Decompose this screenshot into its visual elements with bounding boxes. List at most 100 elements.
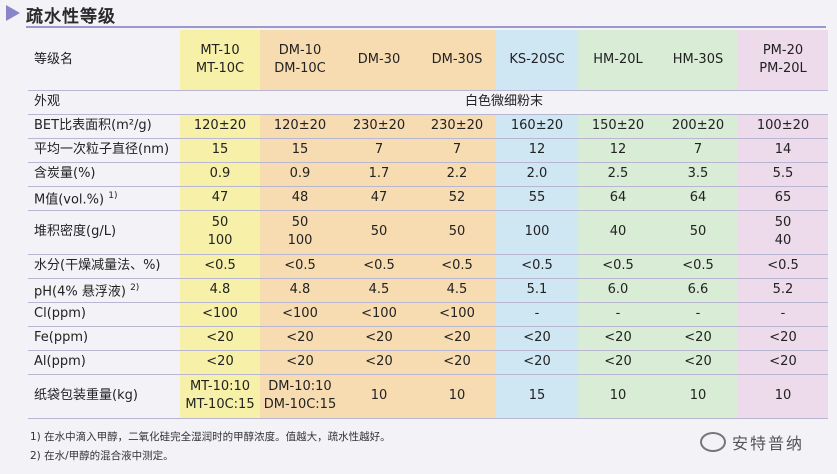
- grade-header: PM-20 PM-20L: [738, 30, 828, 91]
- table-cell: 100±20: [738, 114, 828, 139]
- table-cell: <100: [340, 302, 418, 327]
- wechat-icon: [700, 432, 726, 452]
- table-cell: <20: [496, 326, 578, 351]
- table-cell: 50 40: [738, 210, 828, 255]
- table-cell: <20: [496, 350, 578, 375]
- cell-line: 4.5: [446, 282, 468, 297]
- watermark: 安特普纳: [700, 430, 804, 454]
- table-cell: 4.5: [340, 278, 418, 303]
- row-label: Al(ppm): [28, 350, 180, 375]
- title-divider: [26, 26, 826, 28]
- table-row: 平均一次粒子直径(nm) 15 15 7 7 12 12 7 14: [28, 138, 828, 163]
- table-cell: 0.9: [260, 162, 340, 187]
- footnote-2: 2) 在水/甲醇的混合液中测定。: [30, 450, 174, 462]
- cell-line: <100: [361, 306, 397, 321]
- footnote-1: 1) 在水中滴入甲醇，二氧化硅完全湿润时的甲醇浓度。值越大，疏水性越好。: [30, 431, 391, 443]
- table-cell: 47: [180, 186, 260, 211]
- cell-line: 14: [774, 142, 792, 157]
- table-cell: <100: [418, 302, 496, 327]
- table-row: 水分(干燥减量法、%) <0.5 <0.5 <0.5 <0.5 <0.5 <0.5 <0.5 <…: [28, 254, 828, 279]
- cell-line: 12: [609, 142, 627, 157]
- cell-line: 50: [211, 215, 229, 230]
- table-cell: 64: [658, 186, 738, 211]
- table-cell: 5.1: [496, 278, 578, 303]
- cell-line: 65: [774, 190, 792, 205]
- cell-line: MT-10C:15: [185, 397, 255, 412]
- cell-line: 4.8: [289, 282, 311, 297]
- cell-line: 100: [287, 233, 313, 248]
- table-cell: 2.2: [418, 162, 496, 187]
- cell-line: MT-10:10: [189, 379, 251, 394]
- table-cell: <100: [260, 302, 340, 327]
- cell-line: 50: [448, 224, 466, 239]
- cell-line: <20: [523, 354, 551, 369]
- table-row: 堆积密度(g/L) 50 100 50 100 50 50 100 40 50 50 40: [28, 210, 828, 255]
- cell-line: <20: [286, 354, 314, 369]
- table-cell: <20: [418, 350, 496, 375]
- footnote-ref: 1): [108, 190, 118, 201]
- cell-line: 1.7: [368, 166, 390, 181]
- table-cell: 2.5: [578, 162, 658, 187]
- table-cell: 55: [496, 186, 578, 211]
- table-cell: 6.0: [578, 278, 658, 303]
- table-row: pH(4% 悬浮液) 2) 4.8 4.8 4.5 4.5 5.1 6.0 6.6 5.2: [28, 278, 828, 303]
- table-cell: 7: [340, 138, 418, 163]
- table-cell: 200±20: [658, 114, 738, 139]
- cell-line: 52: [448, 190, 466, 205]
- cell-line: 4.5: [368, 282, 390, 297]
- table-cell: 48: [260, 186, 340, 211]
- grade-header: HM-30S: [658, 30, 738, 91]
- grade-line-1: HM-20L: [593, 51, 643, 67]
- grade-header: DM-30S: [418, 30, 496, 91]
- cell-line: <20: [365, 330, 393, 345]
- table-cell: 3.5: [658, 162, 738, 187]
- cell-line: 47: [370, 190, 388, 205]
- table-row: Cl(ppm) <100 <100 <100 <100 - - - -: [28, 302, 828, 327]
- table-cell: DM-10:10 DM-10C:15: [260, 374, 340, 419]
- grade-line-1: HM-30S: [672, 51, 724, 67]
- cell-line: <20: [769, 330, 797, 345]
- table-cell: 120±20: [180, 114, 260, 139]
- table-cell: 10: [578, 374, 658, 419]
- table-row: M值(vol.%) 1) 47 48 47 52 55 64 64 65: [28, 186, 828, 211]
- cell-line: <20: [604, 330, 632, 345]
- table-cell: 65: [738, 186, 828, 211]
- table-cell: 230±20: [340, 114, 418, 139]
- cell-line: 48: [291, 190, 309, 205]
- cell-line: 50: [774, 215, 792, 230]
- table-cell: 7: [418, 138, 496, 163]
- cell-line: -: [615, 306, 621, 321]
- cell-line: <100: [282, 306, 318, 321]
- table-cell: <20: [418, 326, 496, 351]
- row-label: 纸袋包装重量(kg): [28, 374, 180, 419]
- page-title: 疏水性等级: [26, 7, 116, 27]
- grade-line-1: DM-10: [278, 42, 322, 58]
- cell-line: <20: [286, 330, 314, 345]
- cell-line: 6.6: [687, 282, 709, 297]
- cell-line: 100±20: [756, 118, 810, 133]
- cell-line: DM-10C:15: [263, 397, 337, 412]
- table-row: 纸袋包装重量(kg) MT-10:10 MT-10C:15 DM-10:10 DM-10…: [28, 374, 828, 419]
- grade-line-2: PM-20L: [759, 60, 807, 76]
- grade-line-1: PM-20: [762, 42, 804, 58]
- table-cell: <20: [578, 326, 658, 351]
- cell-line: 12: [528, 142, 546, 157]
- cell-line: 15: [211, 142, 229, 157]
- table-cell: 10: [418, 374, 496, 419]
- table-row: Al(ppm) <20 <20 <20 <20 <20 <20 <20 <20: [28, 350, 828, 375]
- row-label: pH(4% 悬浮液) 2): [28, 278, 180, 303]
- cell-line: 2.2: [446, 166, 468, 181]
- row-label: 水分(干燥减量法、%): [28, 254, 180, 279]
- grade-line-1: MT-10: [200, 42, 240, 58]
- table-cell: <0.5: [578, 254, 658, 279]
- table-cell: 40: [578, 210, 658, 255]
- cell-line: -: [780, 306, 786, 321]
- table-cell: 50 100: [180, 210, 260, 255]
- cell-line: 40: [609, 224, 627, 239]
- table-cell: <0.5: [340, 254, 418, 279]
- table-cell: -: [496, 302, 578, 327]
- cell-line: 40: [774, 233, 792, 248]
- table-cell: 4.5: [418, 278, 496, 303]
- table-cell: <20: [658, 326, 738, 351]
- grade-header: DM-10 DM-10C: [260, 30, 340, 91]
